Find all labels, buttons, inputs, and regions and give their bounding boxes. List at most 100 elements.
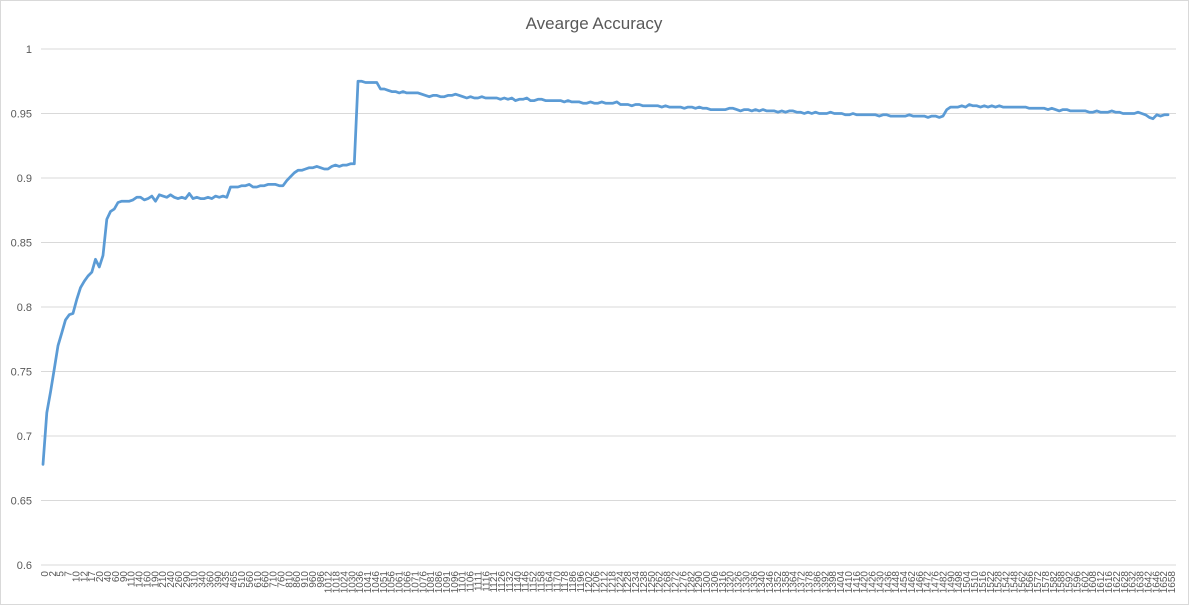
x-tick-label: 1056 [387,571,398,594]
x-tick-label: 1372 [797,571,808,594]
x-tick-label: 660 [261,571,272,588]
x-tick-label: 240 [166,571,177,588]
x-tick-label: 1051 [379,571,390,594]
x-tick-label: 1066 [403,571,414,594]
x-tick-label: 1106 [466,571,477,593]
x-tick-label: 140 [135,571,146,588]
x-tick-label: 17 [87,571,98,583]
x-tick-label: 1282 [686,571,697,594]
x-tick-label: 1071 [410,571,421,594]
x-tick-label: 1262 [655,571,666,594]
x-tick-label: 1430 [875,571,886,594]
x-tick-label: 1572 [1033,571,1044,594]
x-tick-label: 1646 [1151,571,1162,594]
x-tick-label: 1218 [607,571,618,594]
x-tick-label: 1416 [852,571,863,594]
x-tick-label: 1498 [954,571,965,594]
x-tick-label: 1548 [1009,571,1020,594]
x-tick-label: 510 [237,571,248,588]
x-tick-label: 1091 [442,571,453,594]
x-tick-label: 1024 [339,571,350,594]
x-tick-label: 60 [111,571,122,583]
x-tick-label: 1111 [473,571,484,591]
x-tick-label: 1152 [529,571,540,593]
x-tick-label: 1170 [552,571,563,593]
x-tick-label: 465 [229,571,240,588]
y-tick-label: 0.95 [11,109,32,121]
x-tick-label: 190 [150,571,161,588]
x-tick-label: 1238 [639,571,650,594]
x-tick-label: 1326 [734,571,745,594]
x-tick-label: 310 [190,571,201,588]
x-tick-label: 1410 [844,571,855,594]
x-tick-label: 1352 [773,571,784,594]
x-tick-label: 1272 [670,571,681,594]
x-tick-label: 12 [79,571,90,583]
x-tick-label: 1436 [883,571,894,594]
x-tick-label: 160 [142,571,153,588]
x-tick-label: 1316 [718,571,729,594]
x-tick-label: 1398 [828,571,839,594]
x-tick-label: 1482 [938,571,949,594]
x-tick-label: 610 [253,571,264,588]
x-tick-label: 1096 [450,571,461,594]
chart-title: Avearge Accuracy [526,14,663,33]
x-tick-label: 1528 [994,571,1005,594]
series-layer [41,79,1170,466]
x-tick-label: 360 [205,571,216,588]
x-tick-label: 1632 [1128,571,1139,594]
x-tick-label: 1186 [568,571,579,593]
x-tick-label: 110 [127,571,138,587]
series-line [41,79,1170,466]
x-tick-label: 1364 [789,571,800,594]
x-tick-label: 1346 [765,571,776,594]
x-tick-label: 1202 [584,571,595,594]
x-tick-label: 1608 [1088,571,1099,594]
x-tick-label: 1178 [560,571,571,593]
x-tick-label: 1578 [1041,571,1052,594]
x-tick-label: 1158 [537,571,548,593]
x-tick-label: 1196 [576,571,587,593]
x-tick-label: 1542 [1002,571,1013,594]
x-tick-label: 0 [40,571,51,577]
x-tick-label: 1046 [371,571,382,594]
x-tick-label: 40 [103,571,114,583]
x-tick-label: 1378 [804,571,815,594]
x-tick-label: 7 [64,571,75,577]
x-tick-label: 1652 [1159,571,1170,594]
x-tick-label: 910 [300,571,311,588]
x-tick-label: 1036 [355,571,366,594]
x-tick-label: 1562 [1017,571,1028,594]
x-tick-label: 1012 [324,571,335,594]
x-tick-label: 290 [182,571,193,588]
x-tick-label: 1642 [1143,571,1154,594]
x-tick-label: 1588 [1057,571,1068,594]
x-tick-label: 1126 [497,571,508,593]
x-tick-label: 2 [48,571,59,577]
x-tick-label: 1622 [1112,571,1123,594]
x-tick-label: 960 [308,571,319,588]
x-tick-label: 1628 [1120,571,1131,594]
x-tick-label: 10 [71,571,82,583]
x-tick-label: 1250 [647,571,658,594]
x-tick-label: 1582 [1049,571,1060,594]
x-tick-label: 1086 [434,571,445,594]
x-tick-label: 1121 [489,571,500,593]
x-tick-label: 1602 [1080,571,1091,594]
x-tick-label: 1522 [986,571,997,594]
x-tick-label: 710 [269,571,280,588]
x-tick-label: 1448 [891,571,902,594]
x-tick-label: 1306 [710,571,721,594]
x-tick-label: 1336 [749,571,760,594]
x-tick-label: 760 [276,571,287,588]
x-axis-tick-labels: 0257101217204060901101401601902102402602… [40,571,1178,594]
x-tick-label: 1276 [678,571,689,594]
x-tick-label: 1638 [1136,571,1147,594]
x-tick-label: 1076 [418,571,429,594]
x-tick-label: 1596 [1072,571,1083,594]
x-tick-label: 5 [56,571,67,577]
x-tick-label: 1030 [347,571,358,594]
x-tick-label: 1566 [1025,571,1036,594]
x-tick-label: 1330 [741,571,752,594]
